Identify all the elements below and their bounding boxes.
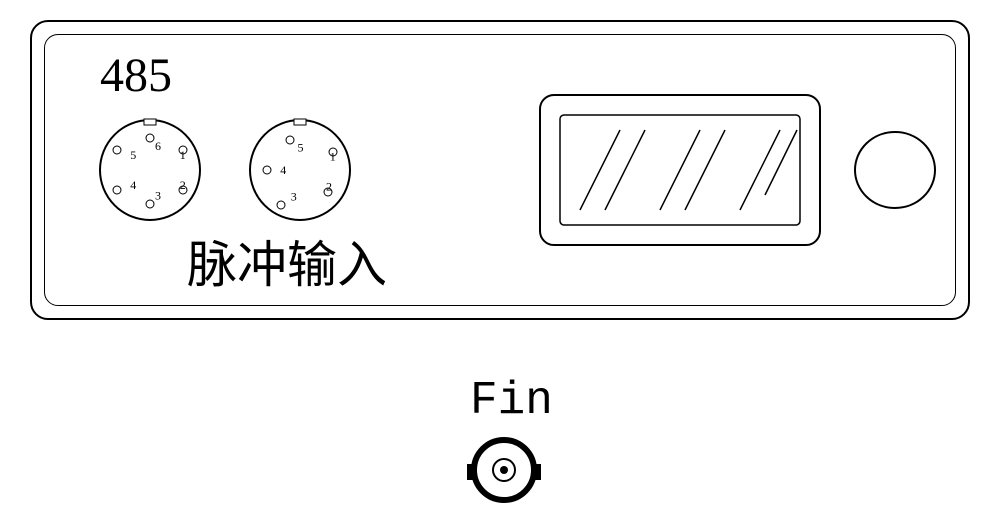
svg-text:1: 1 bbox=[180, 148, 186, 162]
svg-text:5: 5 bbox=[298, 141, 304, 155]
svg-text:4: 4 bbox=[280, 163, 286, 177]
svg-text:1: 1 bbox=[330, 150, 336, 164]
din6-connector: 1 2 3 4 5 6 bbox=[100, 119, 200, 220]
din5-connector: 1 2 345 bbox=[250, 119, 350, 220]
rocker-switch bbox=[540, 95, 820, 245]
svg-text:3: 3 bbox=[155, 189, 161, 203]
svg-text:6: 6 bbox=[155, 139, 161, 153]
bnc-connector bbox=[467, 440, 541, 500]
round-button bbox=[855, 132, 935, 208]
svg-text:2: 2 bbox=[180, 178, 186, 192]
diagram-canvas: 485 脉冲输入 Fin 123456 12345 bbox=[0, 0, 1000, 524]
svg-text:2: 2 bbox=[326, 180, 332, 194]
diagram-svg: 123456 12345 bbox=[0, 0, 1000, 524]
svg-text:5: 5 bbox=[130, 148, 136, 162]
svg-text:4: 4 bbox=[130, 178, 136, 192]
svg-text:3: 3 bbox=[291, 189, 297, 203]
